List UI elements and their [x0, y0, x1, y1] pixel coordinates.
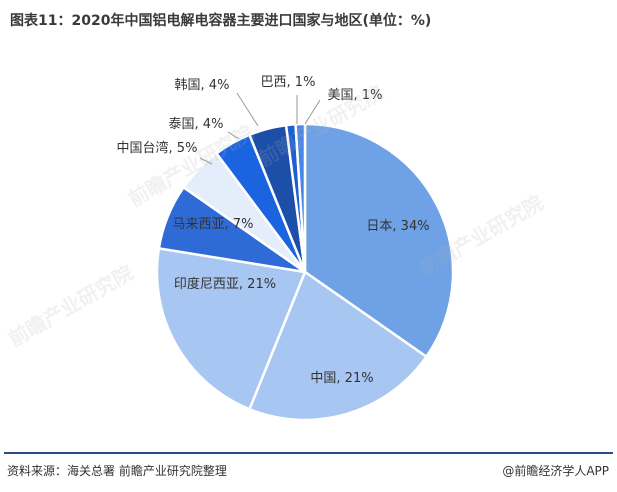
source-note: 资料来源：海关总署 前瞻产业研究院整理: [7, 464, 227, 478]
slice-label-6: 泰国, 4%: [169, 117, 224, 132]
leader-line-6: [227, 131, 240, 140]
leader-lines: [199, 92, 321, 165]
pie-slice-2: [247, 270, 429, 422]
slice-label-1: 日本, 34%: [366, 219, 429, 234]
pie-slice-3: [155, 246, 307, 411]
footer-divider: [4, 452, 613, 454]
brand-credit: @前瞻经济学人APP: [502, 464, 609, 478]
pie-slices: [155, 122, 455, 422]
leader-line-9: [304, 99, 321, 125]
footer: 资料来源：海关总署 前瞻产业研究院整理 @前瞻经济学人APP: [0, 452, 617, 488]
slice-label-9: 美国, 1%: [328, 88, 383, 103]
slice-label-3: 印度尼西亚, 21%: [174, 276, 276, 292]
chart-title: 图表11：2020年中国铝电解电容器主要进口国家与地区(单位：%): [10, 13, 432, 29]
slice-label-4: 马来西亚, 7%: [173, 217, 254, 232]
slice-label-7: 韩国, 4%: [175, 78, 230, 93]
pie-slice-9: [294, 122, 307, 273]
slice-labels: 日本, 34% 中国, 21% 印度尼西亚, 21% 马来西亚, 7% 中国台湾, 5%…: [117, 75, 430, 386]
leader-line-5: [199, 157, 213, 165]
pie-slice-1: [303, 122, 455, 359]
slice-label-5: 中国台湾, 5%: [117, 140, 198, 156]
leader-line-7: [236, 92, 259, 127]
slice-label-2: 中国, 21%: [310, 371, 373, 386]
slice-label-8: 巴西, 1%: [261, 75, 316, 90]
